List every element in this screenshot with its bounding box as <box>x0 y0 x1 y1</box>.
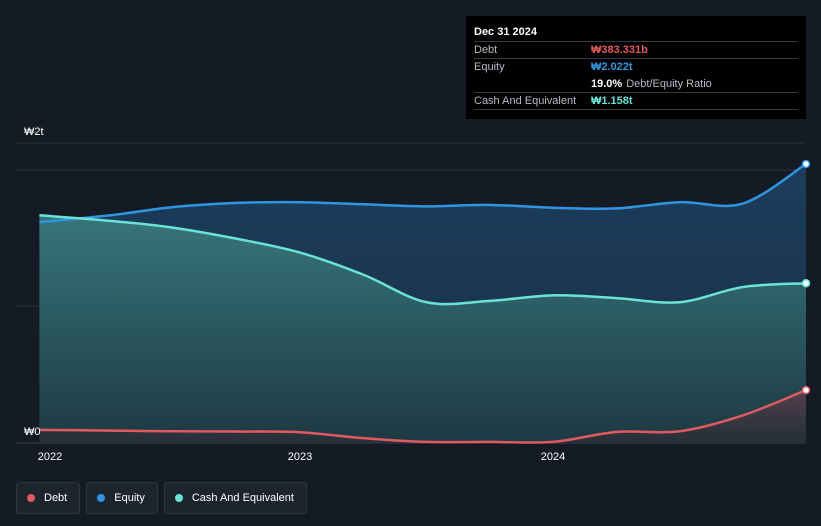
tooltip-equity-label: Equity <box>474 61 505 73</box>
tooltip-row-cash: Cash And Equivalent ₩1.158t <box>474 92 798 109</box>
legend-label-debt: Debt <box>44 492 68 504</box>
x-tick-label-2024: 2024 <box>540 451 566 463</box>
legend-dot-equity <box>97 494 106 502</box>
tooltip-equity-value: ₩2.022t <box>591 61 633 73</box>
legend-label-equity: Equity <box>114 492 145 504</box>
tooltip-row-ratio: 19.0% Debt/Equity Ratio <box>474 75 798 92</box>
tooltip-ratio-label: Debt/Equity Ratio <box>626 78 712 90</box>
end-point-equity <box>801 159 811 169</box>
line-cash <box>39 214 807 306</box>
tooltip-bottom-rule <box>474 109 798 126</box>
y-tick-label-top: ₩2t <box>24 126 44 138</box>
legend-item-cash[interactable]: Cash And Equivalent <box>163 482 307 514</box>
tooltip-debt-label: Debt <box>474 44 498 56</box>
chart-legend: Debt Equity Cash And Equivalent <box>16 482 307 514</box>
x-tick-label-2022: 2022 <box>37 451 63 463</box>
y-tick-label-bottom: ₩0 <box>24 426 41 438</box>
tooltip-date: Dec 31 2024 <box>474 26 537 38</box>
legend-item-debt[interactable]: Debt <box>16 482 81 514</box>
legend-label-cash: Cash And Equivalent <box>191 492 294 504</box>
area-debt <box>39 390 807 443</box>
series-end-points <box>801 159 811 395</box>
legend-item-equity[interactable]: Equity <box>86 482 158 514</box>
legend-dot-cash <box>174 494 183 502</box>
line-debt <box>39 388 807 444</box>
end-point-cash <box>801 278 811 288</box>
tooltip-debt-value: ₩383.331b <box>591 44 648 56</box>
tooltip-cash-value: ₩1.158t <box>591 95 633 107</box>
line-equity <box>39 162 807 224</box>
series-lines <box>39 162 807 444</box>
tooltip-ratio-value: 19.0% <box>591 78 623 90</box>
x-tick-label-2023: 2023 <box>287 451 313 463</box>
legend-dot-debt <box>27 494 35 502</box>
area-cash <box>39 215 807 443</box>
series-areas <box>39 163 807 444</box>
tooltip-row-debt: Debt ₩383.331b <box>474 41 798 58</box>
end-point-debt <box>801 385 811 395</box>
data-tooltip: Dec 31 2024 Debt ₩383.331b Equity ₩2.022… <box>466 16 806 119</box>
tooltip-row-equity: Equity ₩2.022t <box>474 58 798 75</box>
tooltip-cash-label: Cash And Equivalent <box>474 95 577 107</box>
